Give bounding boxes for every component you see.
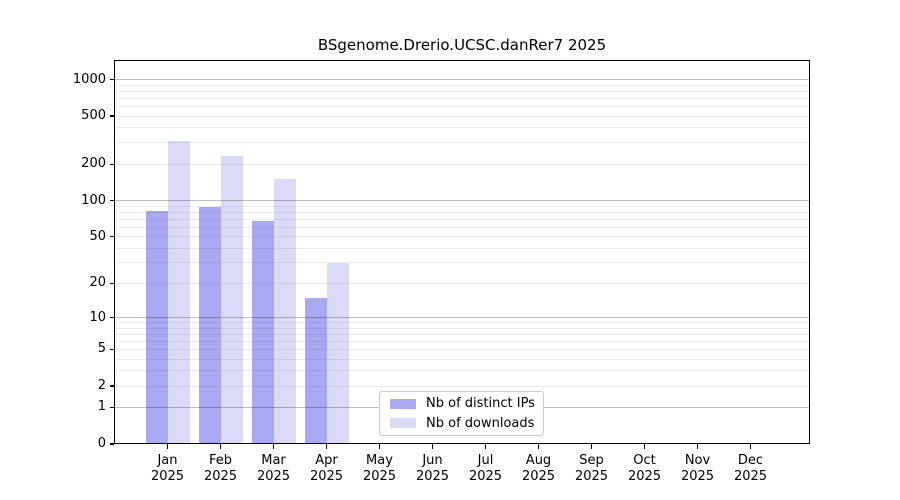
gridline-minor bbox=[114, 90, 810, 92]
y-tick-label: 1 bbox=[97, 399, 106, 415]
gridline-minor bbox=[114, 84, 810, 86]
gridline-minor bbox=[114, 115, 810, 117]
y-tick-label: 1000 bbox=[72, 71, 106, 87]
y-tick-label: 100 bbox=[81, 192, 106, 208]
gridline-minor bbox=[114, 340, 810, 342]
x-tickmark bbox=[325, 444, 328, 449]
y-tick-label: 500 bbox=[81, 108, 106, 124]
gridline-major bbox=[114, 79, 810, 81]
x-tick-label-dec: Dec 2025 bbox=[733, 453, 768, 484]
gridline-minor bbox=[114, 97, 810, 99]
y-tick-label: 200 bbox=[81, 156, 106, 172]
gridline-minor bbox=[114, 205, 810, 207]
gridline-minor bbox=[114, 127, 810, 129]
x-tickmark bbox=[431, 444, 434, 449]
bar-downloads-feb bbox=[220, 155, 243, 444]
legend: Nb of distinct IPs Nb of downloads bbox=[379, 391, 544, 436]
y-tickmark bbox=[109, 199, 114, 202]
y-tickmark bbox=[109, 163, 114, 165]
bar-downloads-jan bbox=[167, 141, 190, 444]
x-tick-label-jul: Jul 2025 bbox=[468, 453, 503, 484]
y-tickmark bbox=[109, 282, 114, 284]
bar-distinct-ips-apr bbox=[304, 297, 327, 444]
bar-downloads-apr bbox=[326, 262, 349, 444]
y-tickmark bbox=[109, 316, 114, 319]
x-tickmark bbox=[272, 444, 275, 449]
x-tick-label-nov: Nov 2025 bbox=[680, 453, 715, 484]
gridline-minor bbox=[114, 385, 810, 387]
y-tickmark bbox=[109, 406, 114, 409]
x-tickmark bbox=[537, 444, 540, 449]
x-tickmark bbox=[749, 444, 752, 449]
x-tick-label-feb: Feb 2025 bbox=[203, 453, 238, 484]
gridline-minor bbox=[114, 226, 810, 228]
y-tickmark bbox=[109, 236, 114, 238]
x-tick-label-oct: Oct 2025 bbox=[627, 453, 662, 484]
y-tickmark bbox=[109, 348, 114, 351]
gridline-minor bbox=[114, 370, 810, 372]
y-tick-label: 0 bbox=[97, 436, 106, 451]
bar-distinct-ips-mar bbox=[251, 221, 274, 444]
gridline-minor bbox=[114, 236, 810, 238]
gridline-minor bbox=[114, 348, 810, 350]
x-tick-label-sep: Sep 2025 bbox=[574, 453, 609, 484]
x-tickmark bbox=[219, 444, 222, 449]
x-tickmark bbox=[166, 444, 169, 449]
x-tick-label-apr: Apr 2025 bbox=[309, 453, 344, 484]
gridline-minor bbox=[114, 142, 810, 144]
x-tickmark bbox=[484, 444, 487, 449]
y-tickmark bbox=[109, 78, 114, 81]
x-tick-label-jun: Jun 2025 bbox=[415, 453, 450, 484]
y-tick-label: 20 bbox=[89, 275, 106, 291]
gridline-minor bbox=[114, 282, 810, 284]
gridline-minor bbox=[114, 327, 810, 329]
y-tickmark bbox=[109, 115, 114, 117]
gridline-minor bbox=[114, 105, 810, 107]
x-tickmark bbox=[590, 444, 593, 449]
x-tick-label-aug: Aug 2025 bbox=[521, 453, 556, 484]
x-tickmark bbox=[696, 444, 699, 449]
y-tick-label: 10 bbox=[89, 309, 106, 325]
gridline-minor bbox=[114, 333, 810, 335]
x-tick-label-mar: Mar 2025 bbox=[256, 453, 291, 484]
x-tickmark bbox=[378, 444, 381, 449]
legend-label-distinct-ips: Nb of distinct IPs bbox=[426, 396, 535, 412]
legend-item-distinct-ips: Nb of distinct IPs bbox=[380, 395, 543, 413]
y-tickmark bbox=[109, 443, 114, 445]
bar-distinct-ips-feb bbox=[198, 207, 221, 444]
chart-title: BSgenome.Drerio.UCSC.danRer7 2025 bbox=[317, 36, 607, 54]
gridline-minor bbox=[114, 211, 810, 213]
legend-swatch-downloads-icon bbox=[390, 418, 416, 429]
gridline-minor bbox=[114, 163, 810, 165]
gridline-minor bbox=[114, 322, 810, 324]
y-tick-label: 5 bbox=[97, 341, 106, 357]
x-tick-label-may: May 2025 bbox=[362, 453, 397, 484]
bar-downloads-mar bbox=[273, 179, 296, 444]
y-tick-label: 50 bbox=[89, 228, 106, 244]
gridline-minor bbox=[114, 218, 810, 220]
legend-swatch-distinct-ips-icon bbox=[390, 398, 416, 409]
gridline-major bbox=[114, 317, 810, 319]
gridline-minor bbox=[114, 247, 810, 249]
y-tick-label: 2 bbox=[97, 378, 106, 394]
gridline-minor bbox=[114, 358, 810, 360]
y-tickmark bbox=[109, 385, 114, 387]
x-tick-label-jan: Jan 2025 bbox=[150, 453, 185, 484]
bar-distinct-ips-jan bbox=[145, 210, 168, 444]
legend-item-downloads: Nb of downloads bbox=[380, 414, 543, 432]
gridline-major bbox=[114, 200, 810, 202]
gridline-minor bbox=[114, 262, 810, 264]
x-tickmark bbox=[643, 444, 646, 449]
legend-label-downloads: Nb of downloads bbox=[426, 415, 535, 431]
